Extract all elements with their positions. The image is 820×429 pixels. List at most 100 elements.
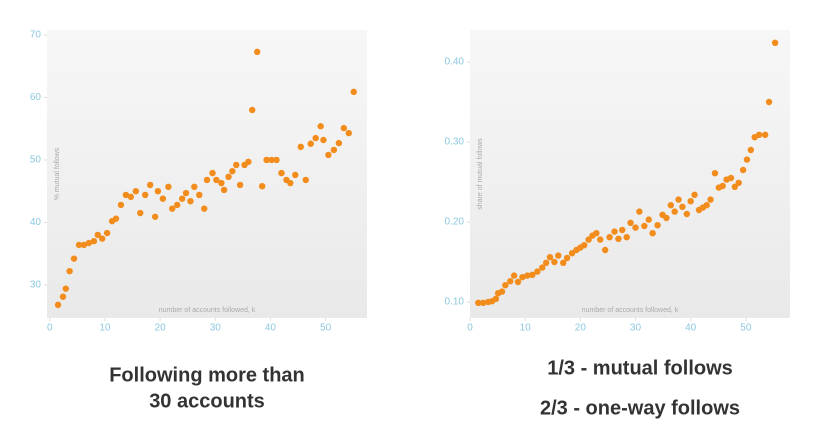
point [292, 171, 299, 179]
point [703, 202, 710, 209]
point [220, 186, 228, 194]
point [287, 179, 294, 187]
point [615, 235, 622, 242]
point [340, 124, 348, 132]
point [649, 230, 656, 237]
point [761, 131, 769, 138]
point [249, 106, 256, 114]
point [711, 170, 719, 177]
point [213, 176, 220, 184]
point [90, 237, 98, 245]
point [127, 193, 135, 201]
point [519, 274, 526, 281]
caption: 1/3 - mutual follows [547, 357, 733, 379]
x-tick-label: 0 [467, 323, 473, 334]
point [747, 146, 755, 154]
point [529, 271, 536, 278]
point [683, 210, 691, 218]
point [146, 181, 154, 189]
point [560, 259, 567, 266]
point [312, 134, 319, 142]
y-tick-label: 30 [30, 280, 42, 291]
point [225, 173, 232, 181]
point [137, 209, 144, 217]
point [498, 288, 506, 295]
point [755, 131, 763, 138]
point [555, 252, 562, 259]
point [765, 98, 773, 106]
y-tick-label: 0.20 [445, 217, 465, 228]
point [593, 230, 600, 237]
point [278, 169, 285, 177]
point [534, 268, 541, 275]
point [317, 123, 324, 130]
point [539, 264, 546, 271]
point [94, 231, 101, 239]
x-tick-label: 30 [210, 323, 222, 334]
point [187, 197, 194, 205]
point [641, 222, 648, 230]
point [229, 167, 236, 175]
x-tick-label: 30 [630, 323, 642, 334]
point [182, 189, 190, 197]
y-tick-label: 0.30 [445, 137, 465, 148]
plot-area [470, 30, 790, 318]
point [62, 285, 69, 292]
point [771, 39, 779, 46]
point [154, 187, 162, 195]
x-tick-label: 20 [155, 323, 167, 334]
x-axis-label: number of accounts followed, k [159, 307, 256, 314]
point [263, 156, 270, 164]
point [112, 215, 120, 222]
y-axis-label: share of mutual follows [477, 138, 484, 210]
point [739, 166, 747, 174]
x-tick-label: 50 [740, 323, 752, 334]
point [320, 136, 327, 144]
y-tick-label: 40 [30, 217, 42, 228]
point [330, 146, 338, 154]
point [475, 299, 482, 306]
point [209, 169, 216, 177]
x-axis-label: number of accounts followed, k [582, 307, 679, 314]
point [174, 201, 181, 209]
point [632, 224, 639, 231]
point [142, 191, 149, 199]
point [691, 191, 698, 198]
point [492, 295, 500, 302]
y-tick-label: 60 [30, 92, 42, 103]
point [302, 176, 309, 184]
point [585, 236, 592, 243]
y-axis-label: % mutual follows [54, 147, 61, 200]
point [601, 246, 609, 254]
point [307, 140, 314, 147]
point [623, 234, 630, 241]
point [297, 143, 304, 151]
point [663, 214, 670, 222]
point [345, 129, 352, 137]
point [542, 259, 550, 266]
point [201, 205, 208, 212]
plot-area [47, 30, 367, 318]
point [727, 174, 735, 182]
point [606, 234, 613, 241]
point [627, 219, 634, 226]
point [191, 183, 198, 191]
point [350, 88, 357, 96]
point [480, 299, 487, 306]
point [619, 226, 626, 234]
point [719, 182, 726, 190]
point [636, 208, 643, 215]
point [75, 241, 83, 249]
x-tick-label: 50 [320, 323, 332, 334]
point [117, 201, 125, 209]
point [510, 272, 518, 279]
x-tick-label: 40 [685, 323, 697, 334]
point [335, 139, 343, 147]
point [254, 48, 261, 56]
point [245, 158, 252, 166]
caption: 30 accounts [149, 390, 265, 412]
point [597, 236, 604, 243]
point [54, 301, 62, 309]
point [103, 229, 111, 237]
